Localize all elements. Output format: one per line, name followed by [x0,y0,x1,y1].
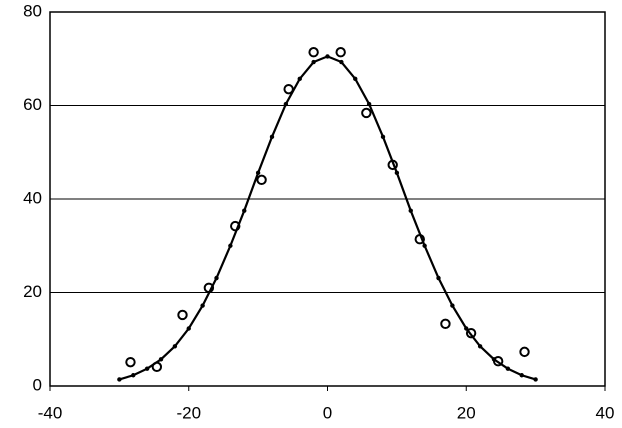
fit-dot [144,366,150,371]
fit-dot [186,326,191,331]
y-tick-label: 0 [33,375,42,394]
fit-dot [297,76,302,82]
fit-dot [380,134,386,140]
x-tick-label: -20 [176,403,201,422]
x-tick-label: 40 [596,403,615,422]
fit-dot [283,101,289,107]
x-tick-label: 0 [323,403,332,422]
fit-dot [269,134,275,140]
fit-dot [491,357,497,362]
y-tick-label: 60 [23,95,42,114]
data-point [335,47,346,58]
fit-dot [464,326,469,331]
fit-dot [436,275,441,281]
fit-dot [172,344,178,349]
x-tick-label: 20 [457,403,476,422]
y-tick-label: 20 [23,282,42,301]
fit-dot [214,275,219,281]
fit-dot [394,170,400,176]
fit-dot [325,54,330,59]
fit-dot [533,377,538,382]
y-tick-label: 40 [23,188,42,207]
fit-dot [242,208,247,213]
fit-dot [477,344,483,349]
data-point [440,318,451,330]
fit-dot [366,101,372,107]
fit-dot [158,357,164,362]
fit-dot [450,303,455,308]
fit-dot [339,59,344,65]
fit-dot [353,76,358,82]
plot-frame [49,11,606,387]
data-point [125,356,136,368]
data-point [519,346,530,358]
x-tick-label: -40 [38,403,63,422]
y-tick-label: 80 [23,1,42,20]
fit-dot [200,303,205,308]
data-point [308,47,319,58]
data-point [256,174,267,186]
fit-dot [255,170,261,176]
fit-dot [505,366,511,371]
fit-dot [228,243,233,248]
fit-dot [117,377,122,382]
fit-dot [422,243,427,248]
data-point [177,309,188,321]
fit-dot [519,373,524,378]
data-point [361,107,372,119]
fit-dot [131,373,136,378]
fit-dot [408,208,413,213]
fit-dot [311,59,316,65]
